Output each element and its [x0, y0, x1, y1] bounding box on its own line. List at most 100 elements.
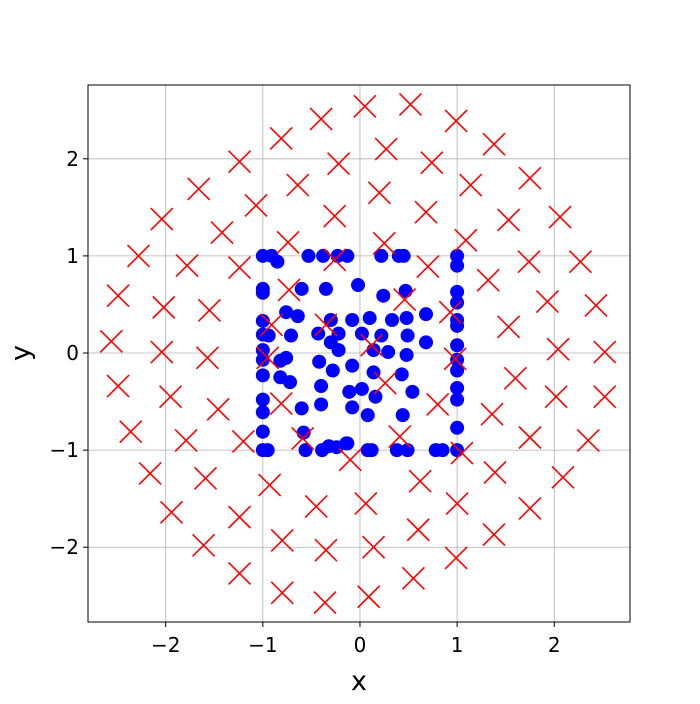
cross-point — [503, 366, 527, 390]
circle-point — [261, 328, 276, 343]
circle-point — [283, 375, 298, 390]
circle-point — [360, 408, 375, 423]
cross-point — [304, 494, 328, 519]
cross-point — [291, 426, 315, 451]
cross-point — [518, 166, 542, 190]
circle-point — [331, 343, 346, 358]
circle-point — [435, 443, 450, 458]
cross-point — [406, 518, 430, 542]
cross-point — [175, 254, 199, 278]
cross-point — [323, 248, 347, 272]
cross-point — [159, 500, 184, 524]
circle-point — [294, 401, 309, 416]
circle-point — [325, 363, 340, 378]
circle-point — [273, 353, 288, 368]
circle-point — [450, 258, 465, 273]
circle-point — [345, 400, 360, 415]
circle-point — [385, 312, 400, 327]
circle-point — [394, 367, 409, 382]
circle-point — [255, 343, 270, 358]
cross-point — [210, 221, 234, 245]
circle-point — [376, 288, 391, 303]
circle-point — [450, 284, 465, 299]
cross-point — [227, 255, 252, 280]
circle-point — [290, 309, 305, 324]
cross-point — [444, 546, 468, 570]
circle-point — [312, 354, 327, 369]
cross-point — [313, 591, 337, 615]
cross-point — [158, 385, 183, 409]
circle-point — [389, 443, 404, 458]
circle-point — [342, 384, 357, 399]
y-axis-label: y — [6, 345, 37, 361]
circle-point — [255, 405, 270, 420]
cross-point — [270, 528, 294, 552]
cross-point — [152, 295, 176, 319]
cross-point — [227, 505, 252, 529]
cross-point — [482, 523, 506, 547]
cross-point — [544, 385, 568, 409]
cross-point — [388, 424, 412, 449]
cross-point — [244, 193, 268, 217]
cross-point — [354, 491, 378, 516]
y-tick-label: 1 — [66, 244, 79, 268]
cross-point — [483, 460, 507, 485]
cross-point — [450, 441, 474, 465]
cross-point — [568, 250, 593, 274]
circle-point — [279, 305, 294, 320]
cross-point — [309, 107, 333, 131]
cross-point — [476, 268, 500, 292]
circle-point — [314, 397, 329, 412]
cross-point — [459, 173, 483, 197]
cross-point — [260, 313, 284, 337]
circle-point — [366, 343, 381, 358]
circle-point — [255, 352, 270, 367]
circle-point — [270, 254, 285, 269]
circle-point — [396, 248, 411, 263]
cross-point — [150, 207, 174, 231]
cross-point — [393, 288, 417, 312]
cross-point — [150, 340, 174, 364]
cross-point — [174, 428, 198, 452]
x-tick-label: 0 — [354, 633, 367, 657]
cross-point — [551, 465, 575, 489]
cross-point — [374, 137, 398, 161]
cross-point — [593, 340, 617, 364]
circle-point — [314, 379, 329, 394]
cross-point — [286, 173, 310, 197]
cross-point — [497, 315, 521, 339]
cross-point — [367, 181, 391, 205]
cross-point — [338, 448, 362, 472]
cross-point — [454, 228, 478, 252]
cross-point — [227, 150, 252, 174]
cross-point — [360, 333, 384, 357]
cross-point — [518, 425, 542, 450]
circle-point — [450, 380, 465, 395]
cross-point — [517, 250, 541, 274]
circle-point — [339, 436, 354, 451]
circle-point — [400, 328, 415, 343]
x-axis-label: x — [351, 666, 367, 697]
cross-point — [438, 300, 462, 324]
cross-point — [497, 208, 521, 232]
circle-point — [255, 285, 270, 300]
cross-point — [193, 466, 218, 490]
circle-point — [364, 443, 379, 458]
cross-point — [482, 132, 506, 156]
circle-point — [450, 338, 465, 353]
circle-point — [340, 248, 355, 263]
circle-point — [255, 313, 270, 328]
circle-point — [354, 381, 369, 396]
circle-point — [381, 345, 396, 360]
cross-point — [197, 298, 221, 322]
circle-point — [419, 335, 434, 350]
cross-point — [258, 473, 282, 497]
circle-point — [298, 443, 313, 458]
cross-point — [323, 204, 347, 228]
circle-point — [395, 408, 410, 423]
cross-point — [270, 581, 294, 605]
cross-point — [314, 538, 338, 562]
y-tick-label: −2 — [50, 535, 79, 559]
